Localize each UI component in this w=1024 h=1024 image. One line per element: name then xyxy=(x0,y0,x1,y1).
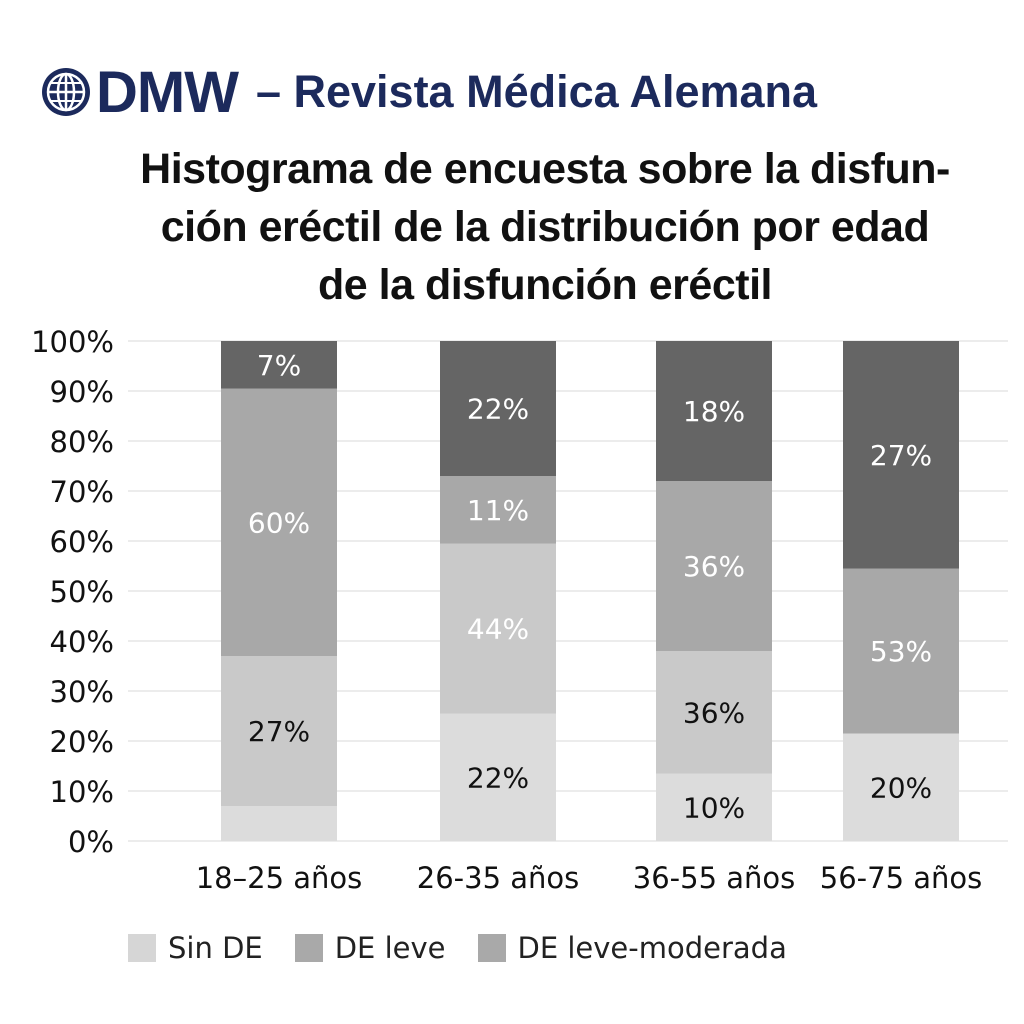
y-tick-label: 90% xyxy=(50,375,114,409)
chart-legend: Sin DE DE leve DE leve-moderada xyxy=(128,928,787,968)
chart-title: Histograma de encuesta sobre la disfun- … xyxy=(70,140,1020,314)
title-line-1: Histograma de encuesta sobre la disfun- xyxy=(140,145,950,193)
title-line-3: de la disfunción eréctil xyxy=(318,261,772,309)
data-label: 11% xyxy=(467,494,529,527)
x-tick-label: 56-75 años xyxy=(820,861,983,895)
legend-swatch xyxy=(477,934,506,962)
data-label: 36% xyxy=(683,550,745,583)
data-label: 18% xyxy=(683,395,745,428)
legend-item-de-leve: DE leve xyxy=(294,931,446,965)
bar-segment xyxy=(221,656,337,806)
data-label: 27% xyxy=(248,715,310,748)
data-label: 44% xyxy=(467,613,529,646)
bar-segment xyxy=(843,568,959,734)
legend-label: DE leve-moderada xyxy=(517,931,787,965)
y-tick-label: 100% xyxy=(31,325,114,359)
bar-segment xyxy=(440,476,556,544)
bar-segment xyxy=(221,341,337,389)
title-line-2: ción eréctil de la distribución por edad xyxy=(160,203,930,251)
legend-label: Sin DE xyxy=(168,931,263,965)
legend-swatch xyxy=(294,934,323,962)
x-tick-label: 18–25 años xyxy=(196,861,363,895)
y-tick-label: 60% xyxy=(50,525,114,559)
data-label: 53% xyxy=(870,635,932,668)
data-label: 7% xyxy=(257,349,301,382)
bar-segment xyxy=(440,543,556,714)
bar-segment xyxy=(656,651,772,774)
legend-item-sin-de: Sin DE xyxy=(128,931,263,965)
data-label: 36% xyxy=(683,696,745,729)
bar-segment xyxy=(656,341,772,481)
data-label: 60% xyxy=(248,506,310,539)
bar-segment xyxy=(843,733,959,841)
bar-segment xyxy=(656,773,772,841)
data-label: 20% xyxy=(870,771,932,804)
x-tick-label: 26-35 años xyxy=(417,861,580,895)
y-tick-label: 20% xyxy=(50,725,114,759)
y-tick-label: 10% xyxy=(50,775,114,809)
data-label: 10% xyxy=(683,791,745,824)
journal-header: DMW – Revista Médica Alemana xyxy=(40,52,1010,132)
data-label: 22% xyxy=(467,393,529,426)
x-tick-label: 36-55 años xyxy=(633,861,796,895)
y-tick-label: 70% xyxy=(50,475,114,509)
data-label: 22% xyxy=(467,761,529,794)
brand-name: DMW xyxy=(96,59,239,125)
bar-segment xyxy=(440,713,556,841)
y-tick-label: 80% xyxy=(50,425,114,459)
bar-segment xyxy=(656,481,772,651)
legend-swatch xyxy=(128,934,156,962)
y-tick-label: 30% xyxy=(50,675,114,709)
bar-segment xyxy=(221,388,337,656)
y-tick-label: 40% xyxy=(50,625,114,659)
bar-segment xyxy=(221,806,337,841)
globe-logo-icon xyxy=(42,68,90,116)
journal-name: – Revista Médica Alemana xyxy=(255,66,818,117)
legend-item-de-leve-moderada: DE leve-moderada xyxy=(477,931,787,965)
data-label: 27% xyxy=(870,439,932,472)
y-tick-label: 50% xyxy=(50,575,114,609)
bar-segment xyxy=(440,341,556,476)
bar-segment xyxy=(843,341,959,569)
legend-label: DE leve xyxy=(334,931,446,965)
y-tick-label: 0% xyxy=(68,825,114,859)
